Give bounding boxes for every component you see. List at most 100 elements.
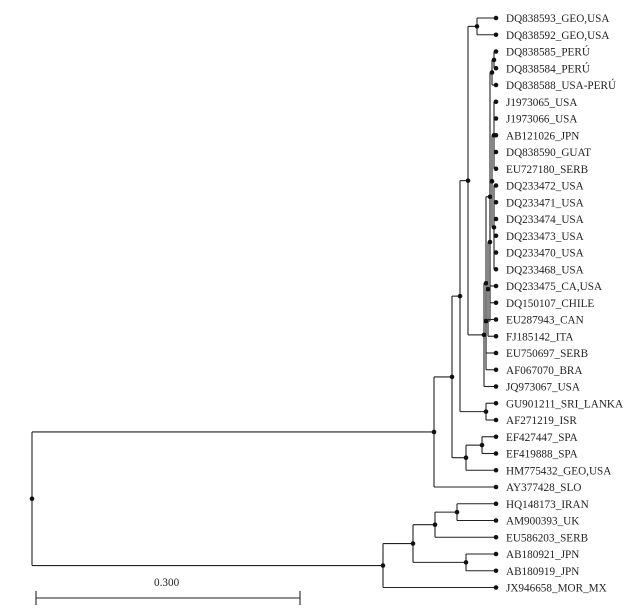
leaf-node — [493, 250, 499, 255]
leaf-label: DQ233475_CA,USA — [506, 281, 602, 293]
internal-node — [487, 194, 493, 200]
leaf-node — [493, 467, 499, 473]
leaf-node — [493, 367, 499, 373]
tree-branches — [31, 17, 496, 589]
leaf-node — [493, 216, 499, 222]
internal-node — [489, 179, 495, 184]
leaf-label: EU750697_SERB — [506, 348, 588, 360]
leaf-label: DQ233471_USA — [506, 197, 584, 209]
leaf-label: AB180919_JPN — [506, 566, 579, 578]
internal-node — [489, 70, 495, 75]
leaf-label: AB121026_JPN — [506, 130, 579, 142]
leaf-node — [493, 518, 499, 523]
internal-node — [380, 563, 386, 568]
leaf-label: AF271219_ISR — [506, 415, 577, 427]
leaf-label: J1973066_USA — [506, 114, 577, 126]
internal-node — [29, 496, 35, 502]
internal-node — [483, 280, 489, 286]
leaf-node — [493, 65, 499, 71]
internal-node — [431, 429, 437, 435]
leaf-label: DQ838590_GUAT — [506, 147, 591, 159]
leaf-label: EU287943_CAN — [506, 315, 584, 327]
leaf-label: EU586203_SERB — [506, 532, 588, 544]
leaf-label: AB180921_JPN — [506, 549, 579, 561]
leaf-label: DQ233468_USA — [506, 264, 584, 276]
internal-node — [457, 293, 463, 299]
scale-bar-label: 0.300 — [154, 577, 180, 589]
leaf-label: J1973065_USA — [506, 97, 577, 109]
leaf-label: DQ838593_GEO,USA — [506, 13, 609, 25]
leaf-node — [493, 300, 499, 306]
leaf-node — [493, 585, 499, 590]
leaf-node — [493, 99, 499, 105]
leaf-node — [493, 484, 499, 490]
leaf-node — [493, 82, 499, 88]
internal-node — [474, 24, 480, 29]
tree-nodes — [29, 15, 499, 590]
leaf-label: JX946658_MOR_MX — [506, 583, 607, 595]
leaf-label: GU901211_SRI_LANKA — [506, 398, 623, 410]
leaf-label: EF419888_SPA — [506, 449, 578, 461]
internal-node — [491, 57, 497, 63]
internal-node — [491, 132, 497, 138]
leaf-label: HQ148173_IRAN — [506, 499, 589, 511]
internal-node — [449, 374, 455, 380]
leaf-label: DQ233473_USA — [506, 231, 584, 243]
internal-node — [465, 178, 471, 183]
leaf-node — [493, 233, 499, 239]
leaf-label: DQ838584_PERÚ — [506, 63, 590, 75]
internal-node — [483, 409, 489, 414]
leaf-node — [493, 501, 499, 507]
leaf-node — [493, 384, 499, 389]
internal-node — [463, 560, 469, 565]
internal-node — [483, 318, 489, 324]
leaf-node — [493, 15, 499, 21]
leaf-node — [493, 317, 499, 322]
leaf-label: HM775432_GEO,USA — [506, 465, 611, 477]
leaf-label: DQ838592_GEO,USA — [506, 30, 609, 42]
leaf-node — [493, 49, 499, 54]
internal-node — [481, 332, 487, 338]
leaf-node — [493, 434, 499, 440]
leaf-label: DQ233472_USA — [506, 181, 584, 193]
leaf-labels: DQ838593_GEO,USA DQ838592_GEO,USA DQ838585… — [506, 13, 623, 595]
leaf-node — [493, 350, 499, 356]
leaf-label: FJ185142_ITA — [506, 331, 573, 343]
leaf-node — [493, 333, 499, 339]
leaf-label: EF427447_SPA — [506, 432, 578, 444]
leaf-label: DQ838588_USA-PERÚ — [506, 80, 616, 92]
leaf-label: AM900393_UK — [506, 516, 579, 528]
leaf-label: JQ973067_USA — [506, 382, 580, 394]
leaf-node — [493, 166, 499, 172]
leaf-node — [493, 568, 499, 574]
internal-node — [487, 239, 493, 245]
internal-node — [485, 286, 491, 292]
internal-node — [479, 442, 485, 448]
leaf-node — [493, 116, 499, 121]
internal-node — [454, 509, 460, 515]
leaf-label: AY377428_SLO — [506, 482, 581, 494]
internal-node — [432, 522, 438, 527]
leaf-node — [493, 266, 499, 272]
leaf-node — [493, 551, 499, 557]
leaf-node — [493, 183, 499, 188]
leaf-node — [493, 534, 499, 540]
leaf-label: EU727180_SERB — [506, 164, 588, 176]
scale-bar: 0.300 — [35, 577, 301, 605]
leaf-node — [493, 417, 499, 423]
internal-node — [410, 541, 416, 546]
leaf-node — [493, 149, 499, 155]
leaf-node — [493, 32, 499, 38]
leaf-label: DQ838585_PERÚ — [506, 47, 590, 59]
leaf-label: AF067070_BRA — [506, 365, 582, 377]
leaf-label: DQ233474_USA — [506, 214, 584, 226]
leaf-node — [493, 199, 499, 205]
internal-node — [491, 225, 497, 230]
internal-node — [463, 455, 469, 460]
leaf-label: DQ233470_USA — [506, 248, 584, 260]
leaf-node — [493, 283, 499, 289]
leaf-node — [493, 400, 499, 406]
leaf-label: DQ150107_CHILE — [506, 298, 594, 310]
leaf-node — [493, 451, 499, 456]
